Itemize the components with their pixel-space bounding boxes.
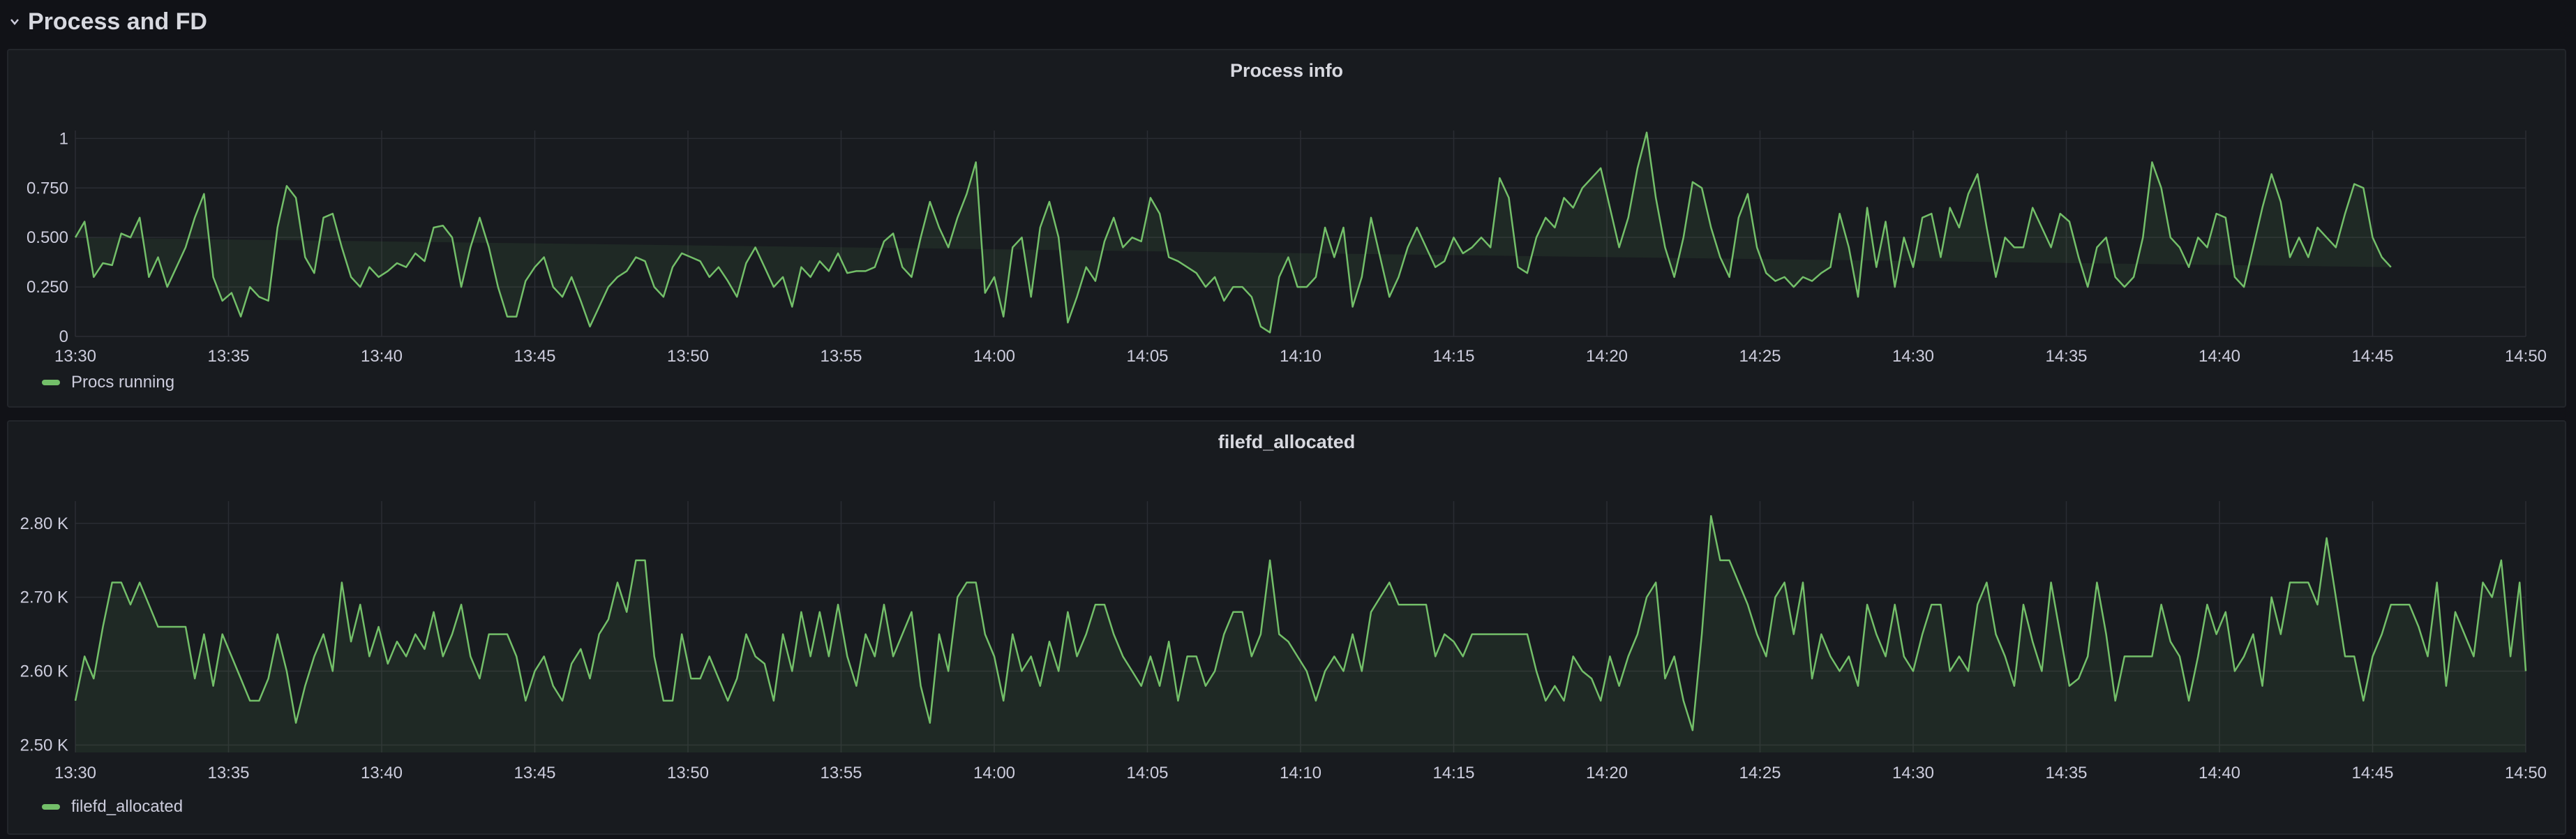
filefd-allocated-panel: filefd_allocated 13:30 13:35 13:40 13:45 13:…: [7, 420, 2566, 835]
x-tick-label: 14:40: [2199, 764, 2240, 782]
x-tick-label: 13:45: [514, 347, 555, 366]
x-tick-label: 14:40: [2199, 347, 2240, 366]
x-tick-label: 14:35: [2045, 764, 2087, 782]
x-tick-label: 14:45: [2351, 347, 2393, 366]
y-tick-label: 0.250: [27, 278, 68, 297]
x-tick-label: 14:05: [1126, 347, 1168, 366]
x-tick-label: 14:25: [1739, 347, 1781, 366]
x-tick-label: 14:20: [1586, 764, 1628, 782]
x-tick-label: 13:50: [667, 764, 709, 782]
row-header[interactable]: Process and FD: [0, 0, 2576, 43]
x-tick-label: 13:35: [207, 347, 249, 366]
series-line: [74, 131, 2392, 334]
x-tick-label: 14:50: [2505, 764, 2547, 782]
y-tick-label: 2.80 K: [20, 514, 68, 533]
process-info-panel: Process info 13:30 13:35 13:40 13:45 13:50 13…: [7, 49, 2566, 408]
filefd-allocated-chart: 13:30 13:35 13:40 13:45 13:50 13:55 14:00 14:05…: [20, 501, 2547, 782]
x-tick-label: 13:40: [361, 764, 403, 782]
x-tick-label: 13:35: [207, 764, 249, 782]
series-area-fill: [75, 132, 2391, 333]
x-tick-label: 13:55: [820, 347, 862, 366]
legend-label: Procs running: [71, 373, 175, 392]
series-area-fill: [75, 516, 2526, 752]
x-tick-label: 14:50: [2505, 347, 2547, 366]
series-line: [74, 514, 2527, 732]
y-tick-label: 1: [59, 129, 68, 148]
x-tick-label: 14:15: [1432, 764, 1474, 782]
x-tick-label: 14:10: [1280, 347, 1321, 366]
y-tick-label: 0.750: [27, 179, 68, 198]
x-tick-label: 13:45: [514, 764, 555, 782]
y-tick-label: 2.70 K: [20, 588, 68, 607]
x-tick-label: 14:45: [2351, 764, 2393, 782]
x-tick-label: 14:30: [1892, 347, 1934, 366]
x-tick-label: 14:20: [1586, 347, 1628, 366]
chevron-down-icon[interactable]: [10, 17, 20, 27]
x-tick-label: 14:00: [973, 347, 1015, 366]
process-info-chart: 13:30 13:35 13:40 13:45 13:50 13:55 14:00 14:05…: [27, 129, 2547, 366]
row-title: Process and FD: [28, 8, 207, 35]
x-tick-label: 14:35: [2045, 347, 2087, 366]
x-tick-label: 14:30: [1892, 764, 1934, 782]
y-tick-label: 0.500: [27, 228, 68, 247]
x-tick-label: 14:00: [973, 764, 1015, 782]
legend-color-swatch: [42, 380, 60, 385]
x-tick-label: 13:30: [54, 764, 96, 782]
panel-title[interactable]: Process info: [1229, 60, 1344, 81]
y-tick-label: 2.60 K: [20, 662, 68, 681]
x-tick-label: 14:05: [1126, 764, 1168, 782]
y-tick-label: 2.50 K: [20, 736, 68, 755]
legend-label: filefd_allocated: [71, 797, 184, 816]
legend-item[interactable]: filefd_allocated: [42, 797, 183, 817]
y-tick-label: 0: [59, 327, 68, 346]
legend-color-swatch: [42, 804, 60, 810]
x-tick-label: 13:40: [361, 347, 403, 366]
panel-title[interactable]: filefd_allocated: [1218, 431, 1356, 452]
x-tick-label: 13:50: [667, 347, 709, 366]
x-tick-label: 14:25: [1739, 764, 1781, 782]
x-tick-label: 14:10: [1280, 764, 1321, 782]
x-tick-label: 13:30: [54, 347, 96, 366]
x-tick-label: 13:55: [820, 764, 862, 782]
x-tick-label: 14:15: [1432, 347, 1474, 366]
legend-item[interactable]: Procs running: [42, 373, 174, 392]
